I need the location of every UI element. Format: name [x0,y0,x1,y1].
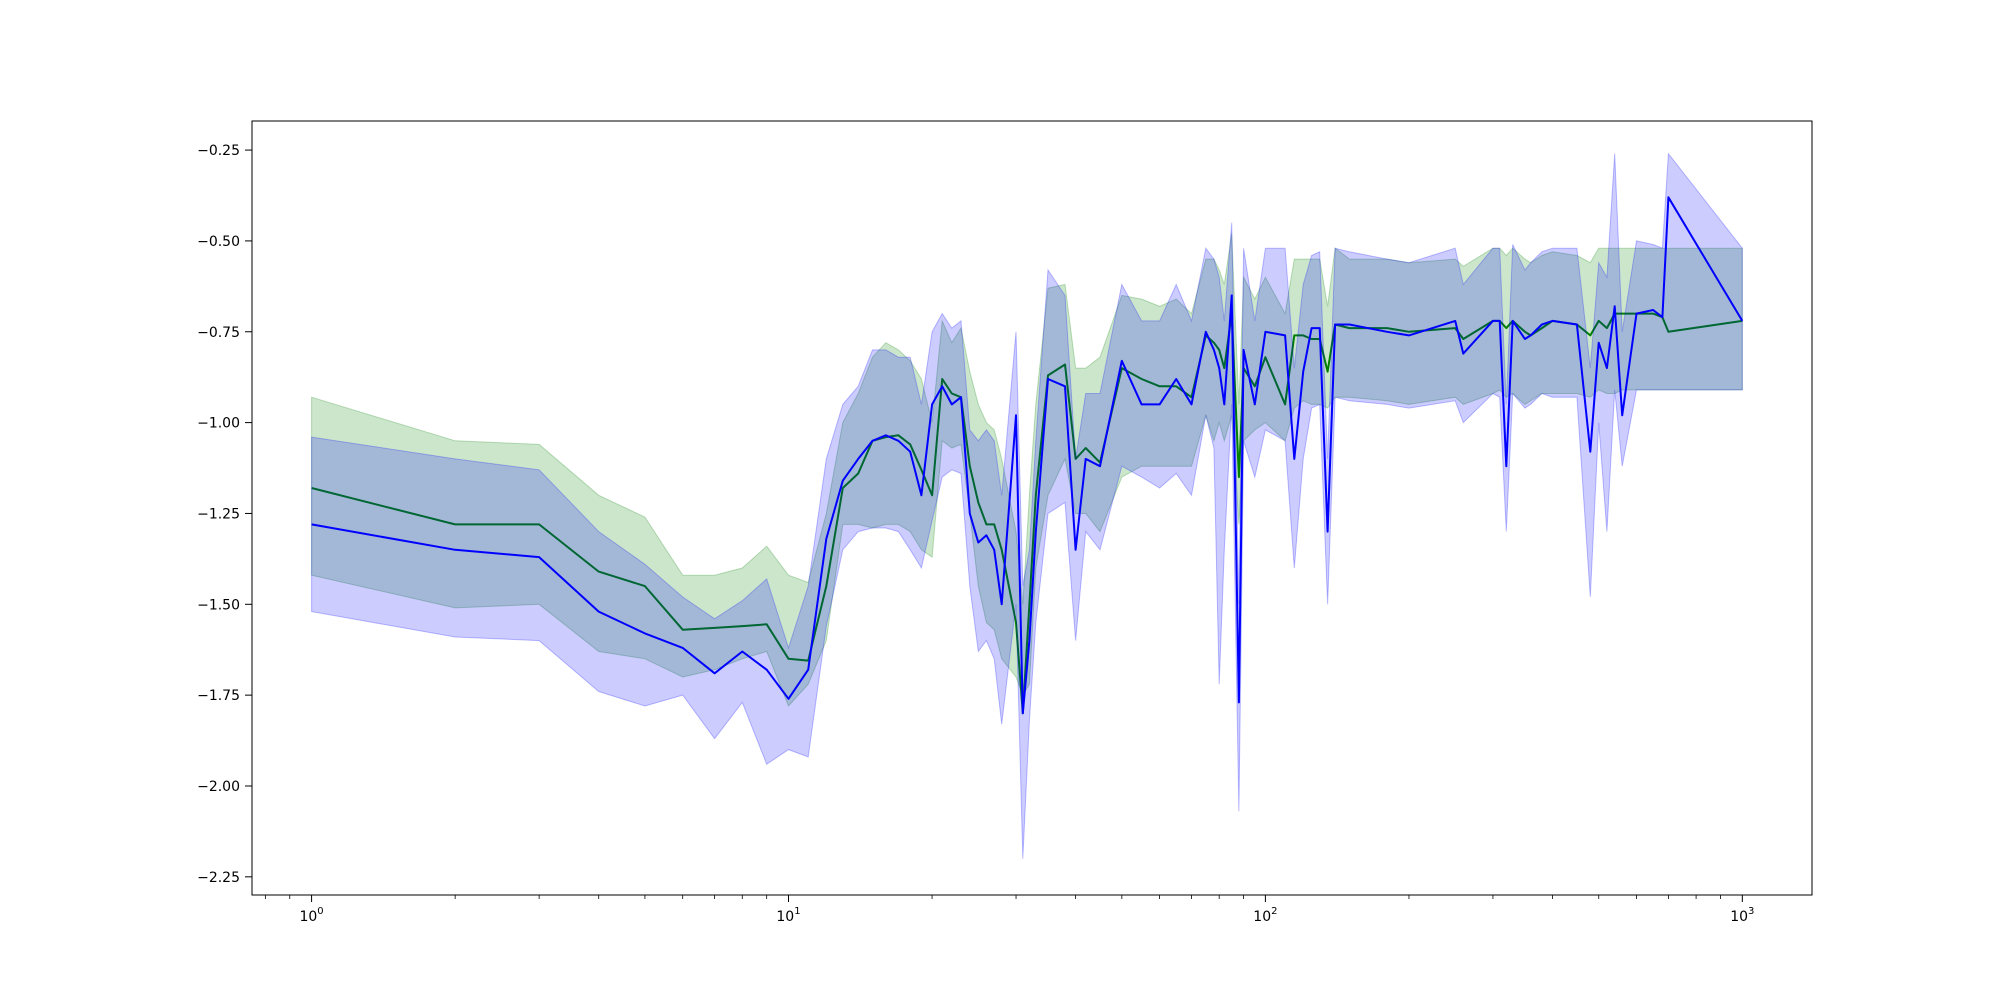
x-axis: 100 101 102 103 [264,895,1754,925]
y-axis: −0.25 −0.50 −0.75 −1.00 −1.25 −1.50 −1.75 −2.00… [197,143,252,886]
plot-frame [251,120,1813,896]
y-tick-label-8: −2.25 [197,870,240,886]
y-tick-label-0: −0.25 [197,143,240,159]
x-tick-label-2: 102 [1253,906,1277,925]
x-tick-label-3: 103 [1730,906,1754,925]
y-tick-label-7: −2.00 [197,779,240,795]
x-tick-label-0: 100 [299,906,323,925]
y-tick-label-6: −1.75 [197,688,240,704]
y-tick-label-4: −1.25 [197,506,240,522]
series-2-band [311,152,1743,859]
series-layer [311,152,1744,859]
series-2-line [311,196,1744,715]
y-tick-label-5: −1.50 [197,597,240,613]
x-tick-label-1: 101 [776,906,800,925]
y-tick-label-3: −1.00 [197,416,240,432]
y-tick-label-1: −0.50 [197,234,240,250]
series-1-band [311,233,1743,707]
series-2 [311,152,1744,859]
y-tick-label-2: −0.75 [197,325,240,341]
